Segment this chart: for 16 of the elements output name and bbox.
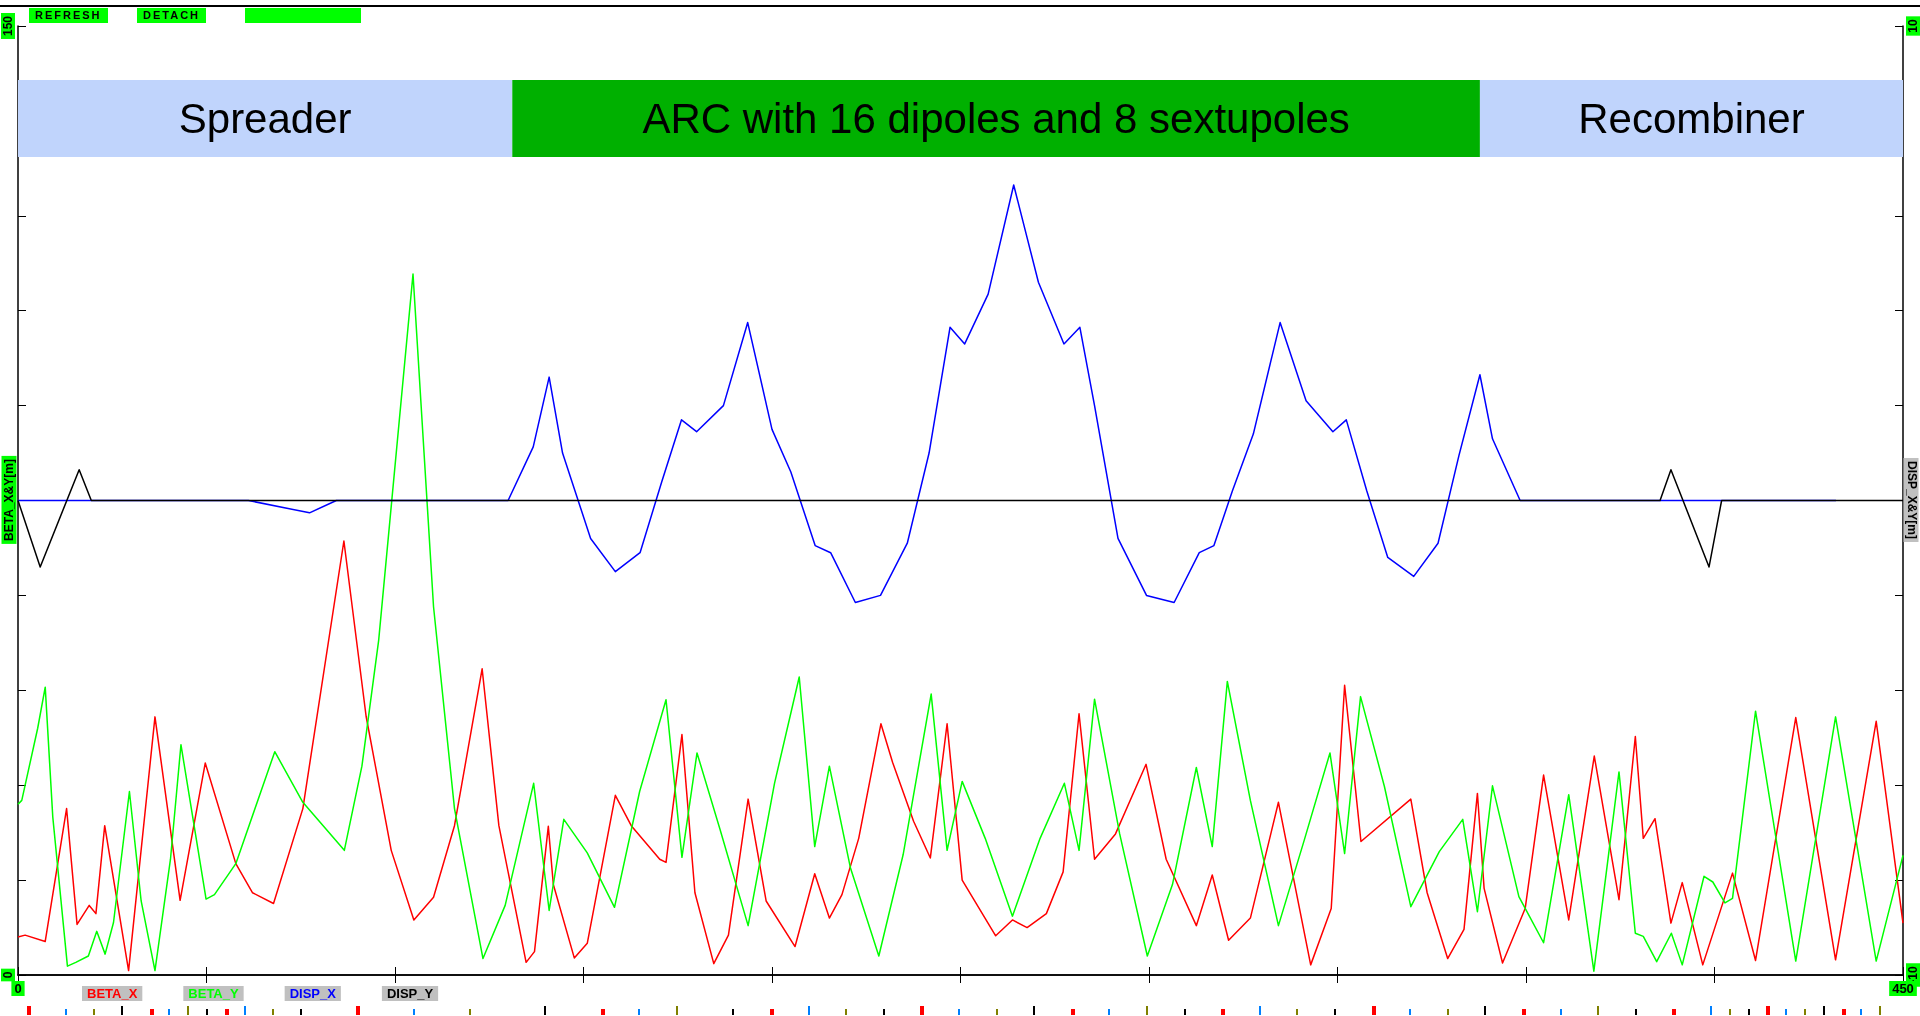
line-series bbox=[17, 273, 1904, 972]
line-series bbox=[17, 540, 1904, 972]
y-tick-label: 150 bbox=[1, 15, 15, 37]
text: BETA_Y bbox=[188, 986, 239, 1001]
text: REFRESH bbox=[29, 8, 108, 23]
band-label: Spreader bbox=[178, 95, 352, 142]
y2-tick-label: 10 bbox=[1906, 19, 1920, 33]
text: DISP_X bbox=[289, 986, 337, 1001]
y-axis-title: BETA_X&Y[m] bbox=[1, 456, 17, 544]
band-label: Recombiner bbox=[1578, 95, 1805, 142]
band-label: ARC with 16 dipoles and 8 sextupoles bbox=[642, 95, 1350, 142]
series-label: BETA_X bbox=[87, 986, 138, 1001]
x-tick-label: 450 bbox=[1892, 981, 1914, 996]
y2-axis-title: DISP_X&Y[m] bbox=[1903, 457, 1919, 543]
text: DISP_Y bbox=[386, 986, 434, 1001]
text: DETACH bbox=[137, 8, 207, 23]
